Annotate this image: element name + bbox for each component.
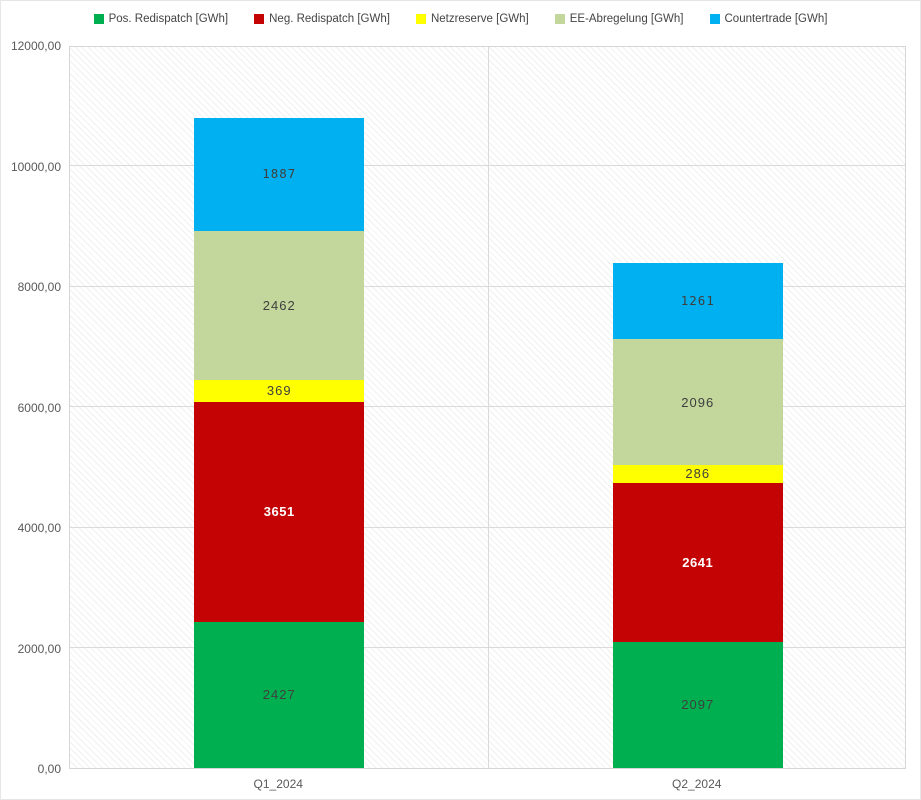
bar-segment-value-label: 1261 [680, 292, 715, 308]
legend-label: EE-Abregelung [GWh] [569, 13, 684, 25]
plot-area: 2427 3651 369 2462 1887 2097 2641 286 2096 1261 [69, 46, 906, 769]
bar-segment: 2427 [194, 621, 365, 768]
legend-item-1: Neg. Redispatch [GWh] [254, 13, 390, 25]
bar-segment: 2097 [612, 641, 783, 768]
y-tick-label: 2000,00 [17, 641, 61, 656]
gridline [70, 526, 905, 528]
legend-item-4: Countertrade [GWh] [709, 13, 828, 25]
category-separator-gridline [488, 47, 489, 768]
bar-segment: 1887 [194, 117, 365, 232]
bar-segment: 1261 [612, 263, 783, 340]
legend: Pos. Redispatch [GWh] Neg. Redispatch [GW… [1, 9, 920, 29]
legend-label: Neg. Redispatch [GWh] [269, 13, 390, 25]
y-tick-label: 0,00 [37, 762, 61, 776]
bar-segment-value-label: 2096 [681, 394, 715, 410]
gridline [70, 406, 905, 407]
gridline [70, 165, 905, 166]
bar-segment: 2641 [612, 482, 783, 642]
legend-label: Countertrade [GWh] [724, 13, 828, 25]
gridline [70, 285, 905, 287]
bar-segment: 2096 [612, 339, 783, 466]
bar-segment-value-label: 2462 [262, 297, 296, 313]
legend-swatch-icon [554, 14, 565, 24]
y-tick-label: 8000,00 [17, 280, 61, 294]
legend-label: Pos. Redispatch [GWh] [108, 13, 229, 25]
bar-segment-value-label: 286 [685, 466, 711, 482]
y-tick-label: 12000,00 [10, 39, 61, 53]
legend-item-0: Pos. Redispatch [GWh] [93, 13, 229, 25]
bar-segment-value-label: 369 [266, 383, 292, 399]
bar-segment-value-label: 2427 [262, 687, 296, 703]
legend-swatch-icon [415, 14, 426, 24]
y-tick-label: 4000,00 [17, 521, 61, 535]
bar-segment: 286 [612, 465, 783, 483]
legend-swatch-icon [254, 14, 265, 24]
legend-item-3: EE-Abregelung [GWh] [554, 13, 684, 25]
legend-label: Netzreserve [GWh] [430, 13, 529, 25]
y-tick-label: 6000,00 [17, 400, 61, 415]
gridline [70, 647, 905, 648]
bar-segment: 2462 [194, 231, 365, 380]
bar-segment: 369 [194, 379, 365, 402]
x-tick-label: Q1_2024 [253, 777, 303, 791]
legend-swatch-icon [93, 14, 104, 24]
legend-item-2: Netzreserve [GWh] [415, 13, 529, 25]
bar-segment: 3651 [194, 401, 365, 622]
x-tick-label: Q2_2024 [672, 777, 722, 791]
y-tick-label: 10000,00 [10, 159, 61, 174]
bar-segment-value-label: 3651 [263, 504, 295, 520]
legend-swatch-icon [709, 14, 720, 24]
bar-segment-value-label: 2641 [682, 554, 714, 570]
bar-segment-value-label: 1887 [262, 166, 297, 182]
bar-segment-value-label: 2097 [681, 697, 715, 713]
